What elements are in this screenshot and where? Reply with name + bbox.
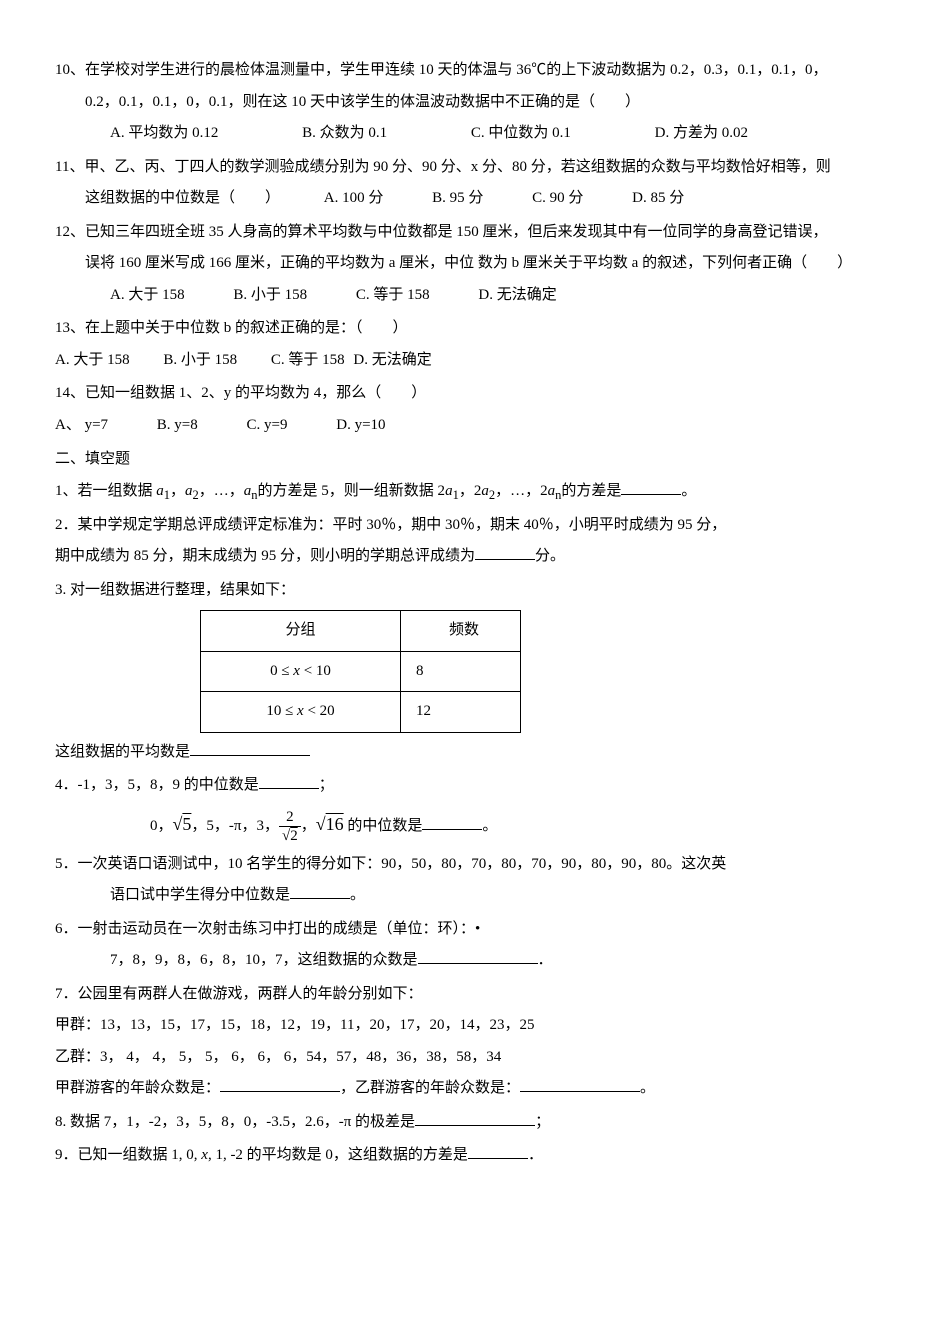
q3-r2c2: 12	[401, 692, 521, 733]
fill-q3-footer: 这组数据的平均数是	[55, 737, 890, 769]
q13-text: 13、在上题中关于中位数 b 的叙述正确的是：（ ）	[55, 313, 890, 345]
q13-choice-c: C. 等于 158	[271, 345, 345, 377]
q12-choice-b: B. 小于 158	[233, 280, 307, 312]
q3-th2: 频数	[401, 611, 521, 652]
fill-q5: 5．一次英语口语测试中，10 名学生的得分如下：90，50，80，70，80，7…	[55, 849, 890, 912]
fill-q4-line2: 0，√5，5，-π，3，2√2，√16 的中位数是。	[55, 802, 890, 847]
fill-q2: 2．某中学规定学期总评成绩评定标准为：平时 30％，期中 30％，期末 40％，…	[55, 510, 890, 573]
blank-q7b	[520, 1074, 640, 1092]
q14-choice-c: C. y=9	[247, 410, 288, 442]
question-14: 14、已知一组数据 1、2、y 的平均数为 4，那么（ ） A、 y=7 B. …	[55, 378, 890, 441]
fill-q7-line2: 甲群：13，13，15，17，15，18，12，19，11，20，17，20，1…	[55, 1010, 890, 1042]
fill-q7: 7．公园里有两群人在做游戏，两群人的年龄分别如下： 甲群：13，13，15，17…	[55, 979, 890, 1105]
blank-q3	[190, 738, 310, 756]
q13-choices: A. 大于 158 B. 小于 158 C. 等于 158 D. 无法确定	[55, 345, 890, 377]
blank-q1	[621, 477, 681, 495]
sqrt5: √5	[173, 814, 192, 834]
fill-q7-line1: 7．公园里有两群人在做游戏，两群人的年龄分别如下：	[55, 979, 890, 1011]
question-12: 12、已知三年四班全班 35 人身高的算术平均数与中位数都是 150 厘米，但后…	[55, 217, 890, 312]
blank-q7a	[220, 1074, 340, 1092]
blank-q4b	[422, 812, 482, 830]
fill-q1: 1、若一组数据 a1，a2，…，an的方差是 5，则一组新数据 2a1，2a2，…	[55, 476, 890, 508]
q12-text-2: 误将 160 厘米写成 166 厘米，正确的平均数为 a 厘米，中位 数为 b …	[55, 248, 890, 280]
question-11: 11、甲、乙、丙、丁四人的数学测验成绩分别为 90 分、90 分、x 分、80 …	[55, 152, 890, 215]
q11-text-1: 11、甲、乙、丙、丁四人的数学测验成绩分别为 90 分、90 分、x 分、80 …	[55, 152, 890, 184]
q13-choice-b: B. 小于 158	[163, 345, 237, 377]
q10-text-2: 0.2，0.1，0.1，0，0.1，则在这 10 天中该学生的体温波动数据中不正…	[55, 87, 890, 119]
frac-2-sqrt2: 2√2	[279, 808, 301, 845]
fill-q6-line1: 6．一射击运动员在一次射击练习中打出的成绩是（单位：环）：•	[55, 914, 890, 946]
fill-q3: 3. 对一组数据进行整理，结果如下： 分组 频数 0 ≤ x < 10 8 10…	[55, 575, 890, 769]
q3-r1c2: 8	[401, 651, 521, 692]
q11-choice-d: D. 85 分	[632, 183, 684, 215]
q10-text-1: 10、在学校对学生进行的晨检体温测量中，学生甲连续 10 天的体温与 36℃的上…	[55, 55, 890, 87]
var-a1: a	[156, 483, 164, 499]
q3-r2c1: 10 ≤ x < 20	[201, 692, 401, 733]
fill-q7-line4: 甲群游客的年龄众数是：，乙群游客的年龄众数是：。	[55, 1073, 890, 1105]
q3-table: 分组 频数 0 ≤ x < 10 8 10 ≤ x < 20 12	[200, 610, 521, 733]
q13-choice-a: A. 大于 158	[55, 345, 130, 377]
fill-q4-line1: 4．-1，3，5，8，9 的中位数是；	[55, 770, 890, 802]
fill-q9: 9．已知一组数据 1, 0, x, 1, -2 的平均数是 0，这组数据的方差是…	[55, 1140, 890, 1172]
q12-text-1: 12、已知三年四班全班 35 人身高的算术平均数与中位数都是 150 厘米，但后…	[55, 217, 890, 249]
fill-q8: 8. 数据 7，1，-2，3，5，8，0，-3.5，2.6，-π 的极差是；	[55, 1107, 890, 1139]
q14-choice-d: D. y=10	[336, 410, 385, 442]
q12-choice-a: A. 大于 158	[110, 280, 185, 312]
q11-choice-c: C. 90 分	[532, 183, 583, 215]
q3-th1: 分组	[201, 611, 401, 652]
q11-choice-a: A. 100 分	[324, 183, 384, 215]
var-x: x	[201, 1147, 208, 1163]
fill-q6: 6．一射击运动员在一次射击练习中打出的成绩是（单位：环）：• 7，8，9，8，6…	[55, 914, 890, 977]
q11-text-2: 这组数据的中位数是（ ） A. 100 分 B. 95 分 C. 90 分 D.…	[55, 183, 890, 215]
q10-choice-b: B. 众数为 0.1	[302, 118, 387, 150]
fill-q2-line1: 2．某中学规定学期总评成绩评定标准为：平时 30％，期中 30％，期末 40％，…	[55, 510, 890, 542]
fill-q5-line1: 5．一次英语口语测试中，10 名学生的得分如下：90，50，80，70，80，7…	[55, 849, 890, 881]
q14-choice-a: A、 y=7	[55, 410, 108, 442]
fill-q5-line2: 语口试中学生得分中位数是。	[55, 880, 890, 912]
section-2-title: 二、填空题	[55, 444, 890, 476]
q12-choice-c: C. 等于 158	[356, 280, 430, 312]
q11-choice-b: B. 95 分	[432, 183, 483, 215]
q14-text: 14、已知一组数据 1、2、y 的平均数为 4，那么（ ）	[55, 378, 890, 410]
blank-q9	[468, 1141, 528, 1159]
blank-q4a	[259, 771, 319, 789]
q10-choice-d: D. 方差为 0.02	[655, 118, 748, 150]
blank-q8	[415, 1108, 535, 1126]
fill-q4: 4．-1，3，5，8，9 的中位数是； 0，√5，5，-π，3，2√2，√16 …	[55, 770, 890, 847]
q12-choices: A. 大于 158 B. 小于 158 C. 等于 158 D. 无法确定	[55, 280, 890, 312]
fill-q7-line3: 乙群：3， 4， 4， 5， 5， 6， 6， 6，54，57，48，36，38…	[55, 1042, 890, 1074]
fill-q2-line2: 期中成绩为 85 分，期末成绩为 95 分，则小明的学期总评成绩为分。	[55, 541, 890, 573]
q13-choice-d: D. 无法确定	[353, 345, 431, 377]
q10-choice-a: A. 平均数为 0.12	[110, 118, 218, 150]
question-13: 13、在上题中关于中位数 b 的叙述正确的是：（ ） A. 大于 158 B. …	[55, 313, 890, 376]
sqrt16: √16	[316, 814, 344, 834]
blank-q6	[418, 946, 538, 964]
q10-choice-c: C. 中位数为 0.1	[471, 118, 571, 150]
var-a2: a	[185, 483, 193, 499]
fill-q6-line2: 7，8，9，8，6，8，10，7，这组数据的众数是．	[55, 945, 890, 977]
blank-q2	[475, 542, 535, 560]
q14-choice-b: B. y=8	[157, 410, 198, 442]
q10-choices: A. 平均数为 0.12 B. 众数为 0.1 C. 中位数为 0.1 D. 方…	[55, 118, 890, 150]
q3-r1c1: 0 ≤ x < 10	[201, 651, 401, 692]
question-10: 10、在学校对学生进行的晨检体温测量中，学生甲连续 10 天的体温与 36℃的上…	[55, 55, 890, 150]
blank-q5	[290, 881, 350, 899]
fill-q3-text: 3. 对一组数据进行整理，结果如下：	[55, 575, 890, 607]
q12-choice-d: D. 无法确定	[478, 280, 556, 312]
q14-choices: A、 y=7 B. y=8 C. y=9 D. y=10	[55, 410, 890, 442]
